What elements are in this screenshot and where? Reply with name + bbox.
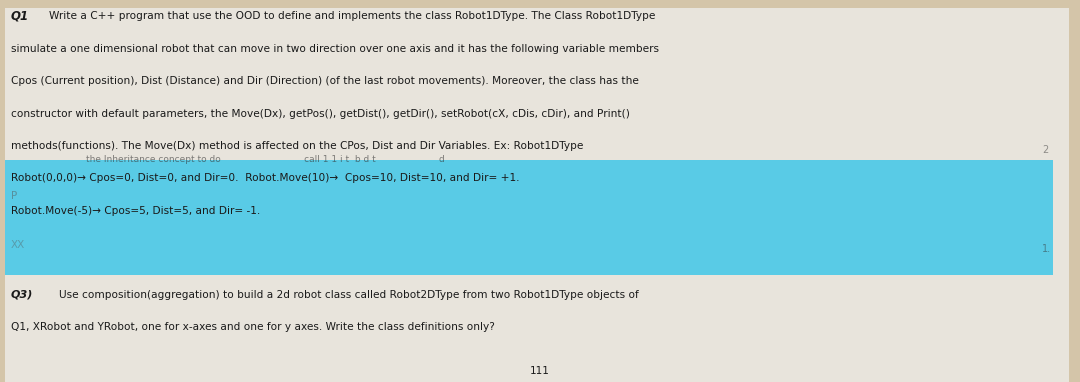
Text: Robot.Move(-5)→ Cpos=5, Dist=5, and Dir= -1.: Robot.Move(-5)→ Cpos=5, Dist=5, and Dir=… (11, 206, 260, 216)
Text: P: P (11, 191, 17, 201)
FancyBboxPatch shape (5, 160, 1053, 275)
Text: 111: 111 (530, 366, 550, 376)
Text: simulate a one dimensional robot that can move in two direction over one axis an: simulate a one dimensional robot that ca… (11, 44, 659, 53)
Text: 2: 2 (1042, 145, 1049, 155)
Text: XX: XX (11, 240, 25, 250)
Text: constructor with default parameters, the Move(Dx), getPos(), getDist(), getDir(): constructor with default parameters, the… (11, 108, 630, 118)
FancyBboxPatch shape (5, 8, 1069, 382)
Text: the Inheritance concept to do                             call 1 1 i t  b d t   : the Inheritance concept to do call 1 1 i… (86, 155, 445, 164)
Text: methods(functions). The Move(Dx) method is affected on the CPos, Dist and Dir Va: methods(functions). The Move(Dx) method … (11, 141, 583, 151)
Text: Q1, XRobot and YRobot, one for x-axes and one for y axes. Write the class defini: Q1, XRobot and YRobot, one for x-axes an… (11, 322, 495, 332)
Text: Cpos (Current position), Dist (Distance) and Dir (Direction) (of the last robot : Cpos (Current position), Dist (Distance)… (11, 76, 638, 86)
Text: Q3): Q3) (11, 290, 33, 300)
Text: Robot(0,0,0)→ Cpos=0, Dist=0, and Dir=0.  Robot.Move(10)→  Cpos=10, Dist=10, and: Robot(0,0,0)→ Cpos=0, Dist=0, and Dir=0.… (11, 173, 519, 183)
Text: 1.: 1. (1042, 244, 1051, 254)
Text: Write a C++ program that use the OOD to define and implements the class Robot1DT: Write a C++ program that use the OOD to … (49, 11, 654, 21)
Text: Q1: Q1 (11, 9, 29, 22)
Text: Use composition(aggregation) to build a 2d robot class called Robot2DType from t: Use composition(aggregation) to build a … (59, 290, 639, 300)
